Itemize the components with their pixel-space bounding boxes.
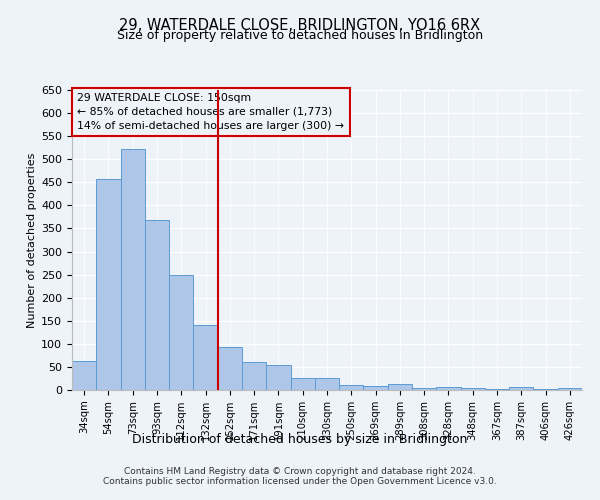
Bar	[412, 388, 436, 390]
Bar	[558, 388, 582, 390]
Bar	[339, 386, 364, 390]
Bar	[145, 220, 169, 390]
Y-axis label: Number of detached properties: Number of detached properties	[27, 152, 37, 328]
Bar	[485, 389, 509, 390]
Bar	[218, 347, 242, 390]
Bar	[193, 326, 218, 390]
Bar	[461, 388, 485, 390]
Bar	[388, 384, 412, 390]
Bar	[533, 389, 558, 390]
Text: Contains HM Land Registry data © Crown copyright and database right 2024.: Contains HM Land Registry data © Crown c…	[124, 468, 476, 476]
Text: Contains public sector information licensed under the Open Government Licence v3: Contains public sector information licen…	[103, 476, 497, 486]
Text: 29, WATERDALE CLOSE, BRIDLINGTON, YO16 6RX: 29, WATERDALE CLOSE, BRIDLINGTON, YO16 6…	[119, 18, 481, 32]
Bar	[242, 362, 266, 390]
Bar	[290, 378, 315, 390]
Bar	[509, 387, 533, 390]
Bar	[72, 362, 96, 390]
Text: Distribution of detached houses by size in Bridlington: Distribution of detached houses by size …	[133, 432, 467, 446]
Bar	[436, 387, 461, 390]
Bar	[266, 364, 290, 390]
Bar	[96, 179, 121, 390]
Bar	[169, 274, 193, 390]
Bar	[121, 148, 145, 390]
Bar	[315, 378, 339, 390]
Bar	[364, 386, 388, 390]
Text: 29 WATERDALE CLOSE: 150sqm
← 85% of detached houses are smaller (1,773)
14% of s: 29 WATERDALE CLOSE: 150sqm ← 85% of deta…	[77, 93, 344, 131]
Text: Size of property relative to detached houses in Bridlington: Size of property relative to detached ho…	[117, 29, 483, 42]
